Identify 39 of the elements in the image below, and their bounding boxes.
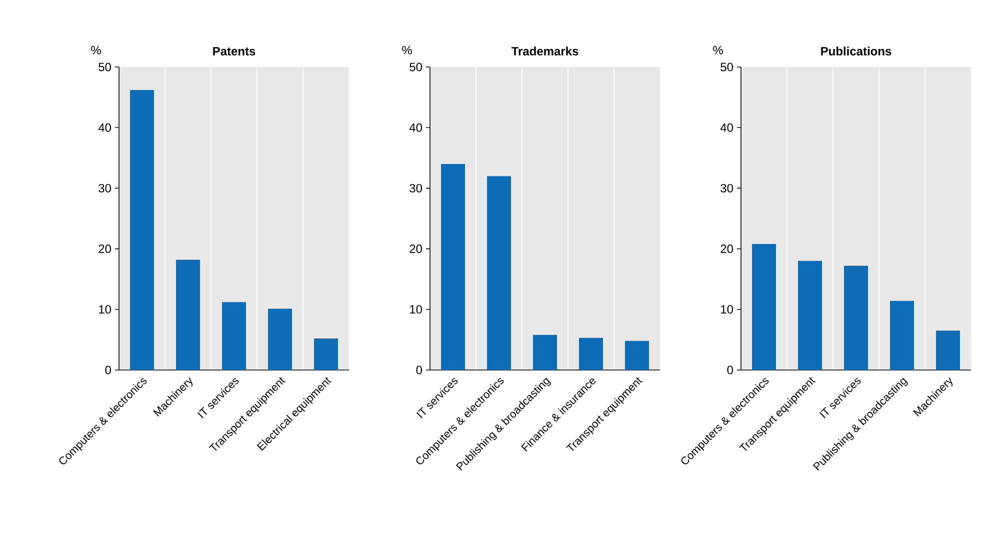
bar <box>579 338 603 370</box>
bar <box>625 340 649 370</box>
y-tick-label: 10 <box>721 305 734 314</box>
y-tick-label: 50 <box>98 62 112 72</box>
y-tick-label: 20 <box>98 244 112 254</box>
chart-title: Publications <box>821 46 892 56</box>
y-tick-label: 50 <box>410 62 422 72</box>
bar <box>798 260 822 370</box>
y-tick-label: 20 <box>410 244 422 254</box>
y-axis-title: % <box>402 46 412 54</box>
y-tick-label: 10 <box>410 305 422 314</box>
chart-title: Trademarks <box>511 46 578 56</box>
bar <box>176 260 200 370</box>
y-tick-label: 30 <box>410 184 422 192</box>
bar <box>314 338 338 370</box>
bar <box>222 302 246 370</box>
y-tick-label: 10 <box>99 305 112 314</box>
bar <box>533 334 558 370</box>
y-tick-label: 40 <box>409 123 422 132</box>
bar <box>268 308 292 370</box>
bar <box>936 330 960 370</box>
y-tick-label: 30 <box>720 184 734 192</box>
y-tick-label: 40 <box>720 123 734 132</box>
y-tick-label: 20 <box>720 244 734 254</box>
bar <box>130 90 154 370</box>
y-tick-label: 50 <box>720 62 734 72</box>
y-tick-label: 0 <box>416 366 422 374</box>
bar <box>487 176 512 370</box>
y-tick-label: 0 <box>105 366 112 374</box>
bar <box>441 164 466 370</box>
bar <box>844 266 868 370</box>
y-tick-label: 40 <box>98 123 112 132</box>
bar <box>890 300 914 370</box>
bar <box>752 244 776 370</box>
y-tick-label: 0 <box>727 366 734 374</box>
y-tick-label: 30 <box>98 184 112 192</box>
y-axis-title: % <box>91 46 101 54</box>
y-axis-title: % <box>713 46 723 54</box>
chart-title: Patents <box>213 47 256 56</box>
